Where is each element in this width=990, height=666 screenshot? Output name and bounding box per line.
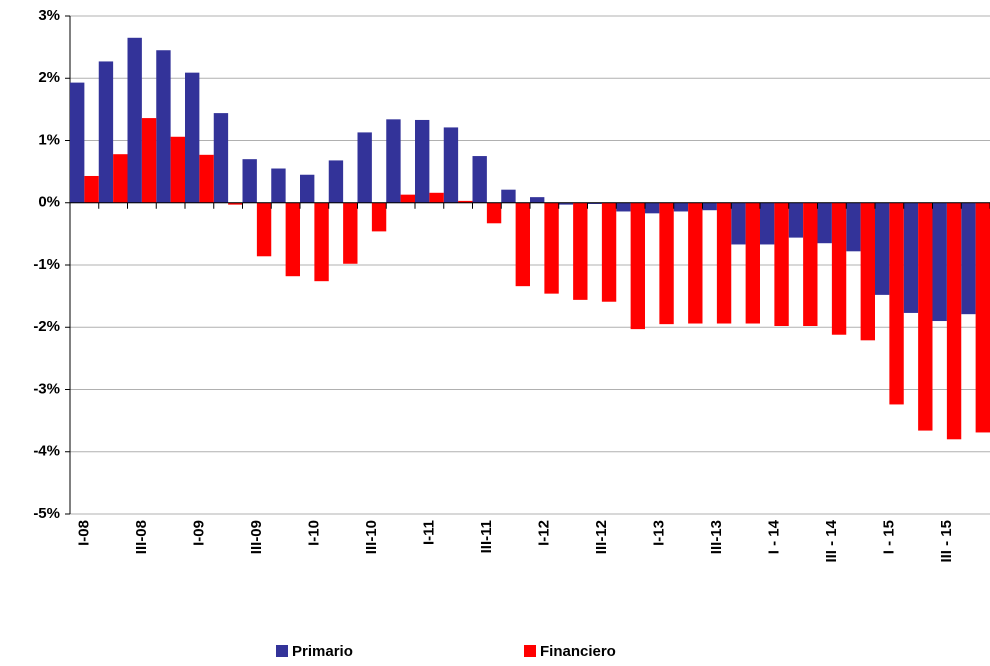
y-tick-label: -3%: [33, 380, 60, 397]
bar: [975, 202, 990, 433]
x-tick-label: I-08: [75, 520, 92, 546]
bar: [673, 202, 689, 212]
bar: [213, 113, 229, 203]
bar: [170, 136, 185, 203]
x-tick-label: III - 14: [823, 519, 840, 562]
bar: [285, 202, 300, 277]
bar: [932, 202, 947, 322]
bar: [573, 202, 588, 300]
bar: [300, 174, 315, 203]
bar: [946, 202, 962, 440]
bar: [716, 202, 732, 324]
bar: [156, 50, 171, 203]
x-tick-label: III-09: [248, 520, 265, 554]
bar: [199, 154, 214, 203]
bar: [803, 202, 818, 327]
bar: [731, 202, 746, 245]
bar: [688, 202, 703, 324]
bar: [458, 200, 473, 203]
y-tick-label: -5%: [33, 505, 60, 522]
x-tick-label: I-10: [305, 520, 322, 546]
bar: [386, 119, 401, 203]
y-tick-label: -2%: [33, 318, 60, 335]
bar: [113, 154, 128, 203]
bar: [659, 202, 674, 325]
bar: [328, 160, 344, 203]
bar: [601, 202, 617, 302]
x-tick-label: III-08: [133, 520, 150, 554]
bar: [472, 156, 487, 203]
bar: [530, 197, 545, 203]
x-tick-label: I-09: [190, 520, 207, 546]
bar: [271, 168, 286, 203]
x-tick-label: III-10: [363, 520, 380, 554]
bar: [961, 202, 976, 315]
y-tick-label: 1%: [38, 131, 60, 148]
bar: [745, 202, 760, 324]
bar: [256, 202, 272, 257]
x-tick-label: I - 15: [880, 520, 897, 554]
bar: [400, 194, 415, 203]
legend-swatch: [276, 645, 288, 657]
bar: [70, 82, 85, 203]
bar: [558, 202, 574, 205]
bar: [918, 202, 933, 431]
bar: [443, 127, 459, 203]
x-tick-label: I-13: [650, 520, 667, 546]
y-tick-label: 3%: [38, 7, 60, 24]
bar: [98, 61, 114, 203]
legend-swatch: [524, 645, 536, 657]
bar: [702, 202, 717, 211]
bar: [314, 202, 329, 282]
bar: [242, 159, 257, 203]
legend-label: Primario: [292, 643, 353, 660]
bar: [228, 202, 243, 205]
bar: [760, 202, 775, 245]
bar: [616, 202, 631, 212]
bar: [185, 72, 200, 203]
bar: [501, 189, 516, 203]
bar: [429, 192, 444, 203]
bar: [127, 37, 142, 203]
x-tick-label: III-13: [708, 520, 725, 554]
x-tick-label: III - 15: [938, 520, 955, 563]
bar: [515, 202, 530, 287]
y-tick-label: 2%: [38, 69, 60, 86]
bar: [587, 202, 602, 204]
legend-label: Financiero: [540, 643, 616, 660]
bar: [846, 202, 861, 252]
bar: [831, 202, 847, 335]
x-tick-label: III-11: [478, 520, 495, 553]
bar: [788, 202, 804, 238]
bar: [141, 118, 157, 203]
bar: [630, 202, 645, 330]
bar: [343, 202, 358, 264]
bar: [903, 202, 919, 313]
y-tick-label: -4%: [33, 443, 60, 460]
bar: [774, 202, 789, 327]
bar: [415, 119, 430, 203]
bar: [486, 202, 502, 224]
bar: [645, 202, 660, 214]
bar: [84, 175, 99, 203]
x-tick-label: I-12: [535, 520, 552, 546]
bar: [357, 132, 372, 203]
bar: [875, 202, 890, 295]
bar: [817, 202, 832, 244]
x-tick-label: III-12: [593, 520, 610, 554]
bar: [371, 202, 387, 232]
x-tick-label: I - 14: [765, 519, 782, 554]
y-tick-label: 0%: [38, 194, 60, 211]
y-tick-label: -1%: [33, 256, 60, 273]
bar: [860, 202, 875, 341]
bar: [544, 202, 559, 294]
bar: [889, 202, 904, 405]
x-tick-label: I-11: [420, 520, 437, 545]
